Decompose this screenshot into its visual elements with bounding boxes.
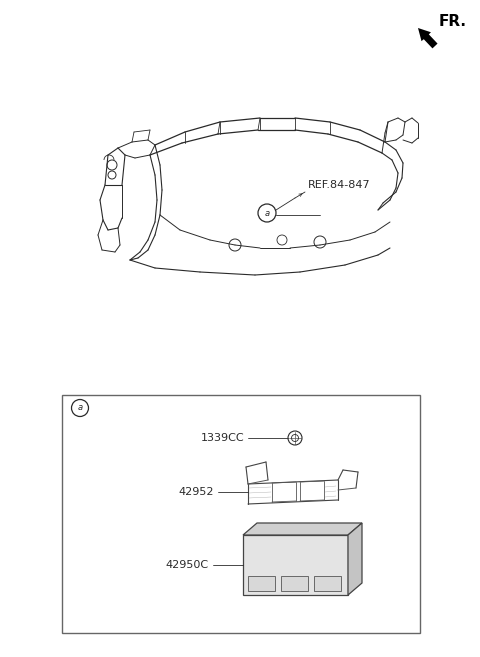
FancyBboxPatch shape bbox=[243, 535, 348, 595]
FancyArrow shape bbox=[418, 28, 438, 49]
Text: 42952: 42952 bbox=[179, 487, 214, 497]
Text: 42950C: 42950C bbox=[166, 560, 209, 570]
Polygon shape bbox=[348, 523, 362, 595]
Polygon shape bbox=[243, 523, 362, 535]
FancyBboxPatch shape bbox=[248, 576, 275, 591]
Text: REF.84-847: REF.84-847 bbox=[308, 180, 371, 190]
FancyBboxPatch shape bbox=[62, 395, 420, 633]
Text: 1339CC: 1339CC bbox=[200, 433, 244, 443]
Text: a: a bbox=[264, 208, 270, 217]
FancyBboxPatch shape bbox=[281, 576, 308, 591]
Text: a: a bbox=[77, 403, 83, 413]
FancyBboxPatch shape bbox=[314, 576, 341, 591]
Text: FR.: FR. bbox=[439, 14, 467, 30]
